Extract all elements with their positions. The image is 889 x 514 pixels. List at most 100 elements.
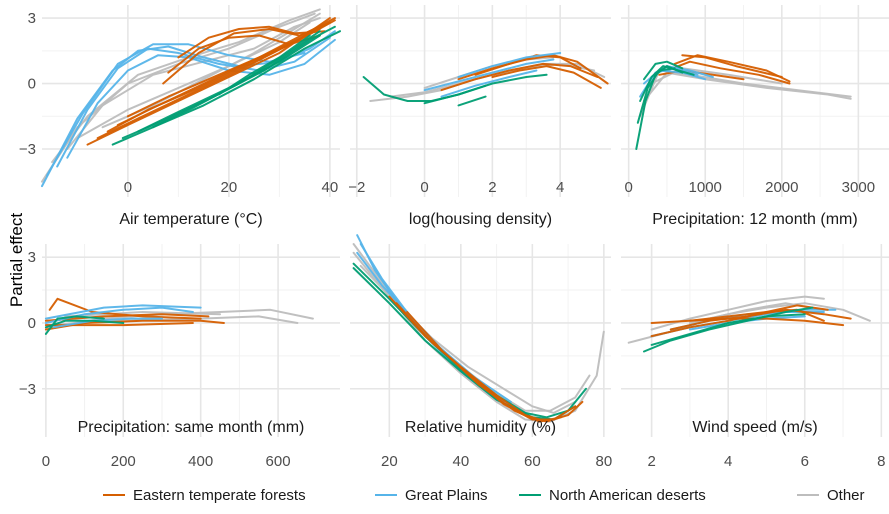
x-tick-label: 4	[556, 179, 564, 196]
effect-curve	[636, 67, 676, 124]
effect-curve	[86, 17, 331, 146]
series-eastern-temperate-forests	[658, 54, 791, 85]
x-tick-label: 6	[801, 453, 809, 470]
legend: Eastern temperate forests Great Plains Nor…	[103, 487, 865, 504]
x-tick-label: 40	[322, 179, 339, 196]
panel-title: Precipitation: 12 month (mm)	[652, 211, 857, 228]
effect-curve	[423, 58, 555, 92]
x-tick-label: 2	[488, 179, 496, 196]
x-tick-label: 0	[124, 179, 132, 196]
x-tick-label: 200	[111, 453, 136, 470]
x-tick-label: 1000	[689, 179, 722, 196]
x-tick-label: 20	[381, 453, 398, 470]
effect-curve	[650, 317, 845, 327]
effect-curve	[52, 317, 163, 329]
panel-1: Air temperature (°C) 0 20 40 3 0 −3	[19, 5, 341, 228]
y-tick-label: 3	[28, 249, 36, 266]
series-eastern-temperate-forests	[86, 17, 336, 146]
legend-item: Other	[797, 487, 865, 504]
effect-curve	[64, 311, 221, 318]
x-tick-label: 2	[647, 453, 655, 470]
panel-background	[621, 244, 889, 437]
effect-curve	[688, 302, 871, 324]
x-tick-label: −2	[348, 179, 365, 196]
y-tick-label: 3	[28, 10, 36, 27]
panel-2: log(housing density) −2 0 2 4	[348, 5, 611, 228]
series-eastern-temperate-forests	[650, 304, 852, 338]
y-tick-label: 0	[28, 315, 36, 332]
legend-label: Great Plains	[405, 487, 488, 504]
effect-curve	[56, 36, 331, 168]
panel-title: Wind speed (m/s)	[692, 419, 817, 436]
effect-curve	[650, 67, 783, 85]
y-tick-label: −3	[19, 381, 36, 398]
effect-curve	[491, 65, 602, 89]
legend-label: Other	[827, 487, 865, 504]
effect-curve	[440, 69, 538, 98]
effect-curve	[126, 28, 321, 118]
x-tick-label: 0	[624, 179, 632, 196]
effect-curve	[457, 95, 487, 107]
panel-background	[350, 5, 611, 197]
x-tick-label: 20	[221, 179, 238, 196]
x-tick-label: 400	[188, 453, 213, 470]
panel-3: Precipitation: 12 month (mm) 0 1000 2000 300…	[621, 5, 889, 228]
effect-curve	[406, 311, 562, 423]
legend-label: Eastern temperate forests	[133, 487, 306, 504]
effect-curve	[44, 319, 125, 329]
effect-curve	[44, 313, 210, 322]
x-tick-label: 2000	[765, 179, 798, 196]
series-north-american-deserts	[111, 25, 341, 146]
panel-6: Wind speed (m/s) 2 4 6 8	[621, 244, 889, 470]
panel-title: Precipitation: same month (mm)	[78, 419, 305, 436]
effect-curve	[111, 30, 341, 146]
panel-title: log(housing density)	[409, 211, 552, 228]
panel-title: Air temperature (°C)	[119, 211, 262, 228]
series-other	[639, 67, 852, 118]
effect-curve	[665, 60, 791, 85]
effect-curve	[177, 25, 326, 59]
series-north-american-deserts	[44, 315, 125, 335]
effect-curve	[76, 21, 311, 140]
effect-curve	[440, 62, 599, 92]
legend-item: Eastern temperate forests	[103, 487, 306, 504]
effect-curve	[643, 306, 814, 353]
series-north-american-deserts	[635, 60, 695, 150]
effect-curve	[650, 313, 806, 346]
facet-panels: Air temperature (°C)0 20 4030−3log(housing…	[19, 5, 889, 470]
effect-curve	[152, 30, 321, 129]
effect-curve	[217, 34, 311, 96]
y-tick-label: −3	[19, 141, 36, 158]
effect-curve	[669, 308, 852, 331]
effect-curve	[48, 297, 202, 320]
x-tick-label: 0	[42, 453, 50, 470]
series-north-american-deserts	[362, 73, 548, 107]
effect-curve	[639, 65, 695, 102]
panel-background	[621, 5, 889, 197]
x-tick-label: 0	[420, 179, 428, 196]
panel-4: Precipitation: same month (mm) 0 200 400 600…	[19, 244, 340, 470]
x-tick-label: 40	[452, 453, 469, 470]
effect-curve	[167, 34, 321, 74]
series-great-plains	[423, 52, 562, 98]
effect-curve	[457, 52, 562, 78]
effect-curve	[643, 60, 684, 81]
effect-curve	[673, 54, 791, 83]
y-axis-label: Partial effect	[7, 213, 26, 307]
y-tick-label: 0	[28, 76, 36, 93]
effect-curve	[423, 73, 548, 105]
legend-item: Great Plains	[375, 487, 488, 504]
effect-curve	[681, 54, 783, 78]
legend-item: North American deserts	[519, 487, 706, 504]
x-tick-label: 80	[596, 453, 613, 470]
panel-title: Relative humidity (%)	[405, 419, 556, 436]
x-tick-label: 600	[266, 453, 291, 470]
series-eastern-temperate-forests	[388, 295, 584, 423]
effect-curve	[44, 304, 202, 320]
x-tick-label: 4	[724, 453, 732, 470]
legend-label: North American deserts	[549, 487, 706, 504]
effect-curve	[688, 308, 825, 322]
series-north-american-deserts	[643, 306, 814, 353]
panel-5: Relative humidity (%) 20 40 60 80	[350, 234, 613, 470]
